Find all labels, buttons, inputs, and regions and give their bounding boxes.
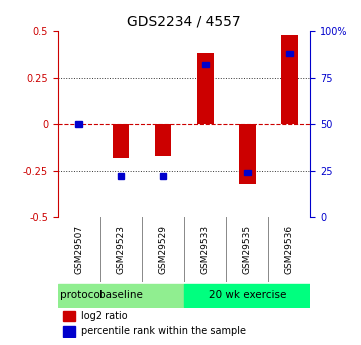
Text: GSM29507: GSM29507 bbox=[74, 225, 83, 274]
Bar bbox=[244, 170, 251, 175]
Text: log2 ratio: log2 ratio bbox=[81, 311, 127, 321]
Bar bbox=[63, 311, 75, 322]
Text: GSM29535: GSM29535 bbox=[243, 225, 252, 274]
Text: baseline: baseline bbox=[99, 289, 143, 299]
Bar bbox=[118, 174, 124, 179]
Bar bbox=[113, 124, 129, 158]
Bar bbox=[202, 62, 209, 67]
Bar bbox=[155, 124, 171, 156]
Bar bbox=[281, 35, 298, 124]
Bar bbox=[58, 284, 184, 307]
Bar bbox=[197, 53, 214, 124]
Title: GDS2234 / 4557: GDS2234 / 4557 bbox=[127, 14, 241, 29]
Text: GSM29533: GSM29533 bbox=[201, 225, 210, 274]
Bar bbox=[286, 51, 293, 56]
Text: GSM29536: GSM29536 bbox=[285, 225, 294, 274]
Text: percentile rank within the sample: percentile rank within the sample bbox=[81, 326, 245, 336]
Text: protocol: protocol bbox=[60, 289, 103, 299]
Bar bbox=[75, 121, 82, 127]
Text: 20 wk exercise: 20 wk exercise bbox=[209, 289, 286, 299]
Text: GSM29523: GSM29523 bbox=[117, 225, 125, 274]
Bar bbox=[239, 124, 256, 184]
Bar bbox=[63, 326, 75, 337]
Bar bbox=[184, 284, 310, 307]
Bar bbox=[160, 174, 166, 179]
Text: GSM29529: GSM29529 bbox=[158, 225, 168, 274]
